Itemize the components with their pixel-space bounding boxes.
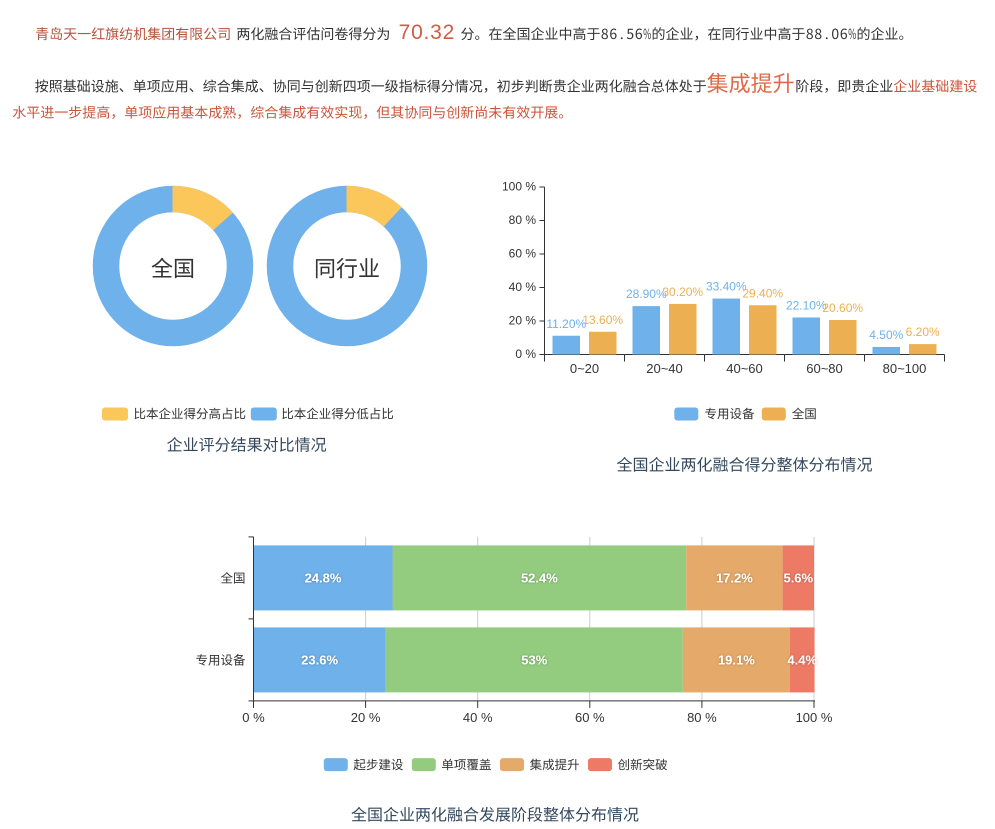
svg-text:80 %: 80 % [687, 710, 717, 725]
svg-text:80~100: 80~100 [883, 361, 927, 376]
svg-text:100 %: 100 % [502, 180, 536, 194]
svg-text:0 %: 0 % [242, 710, 265, 725]
svg-text:11.20%: 11.20% [546, 317, 586, 331]
svg-text:80 %: 80 % [509, 213, 537, 227]
svg-text:5.6%: 5.6% [783, 571, 813, 586]
svg-text:52.4%: 52.4% [521, 571, 558, 586]
svg-text:6.20%: 6.20% [906, 325, 940, 339]
svg-text:30.20%: 30.20% [662, 285, 703, 299]
svg-text:40 %: 40 % [463, 710, 493, 725]
svg-text:100 %: 100 % [796, 710, 833, 725]
svg-text:20 %: 20 % [351, 710, 381, 725]
svg-text:40~60: 40~60 [726, 361, 763, 376]
svg-text:40 %: 40 % [509, 280, 537, 294]
svg-text:23.6%: 23.6% [301, 653, 338, 668]
svg-text:29.40%: 29.40% [742, 286, 783, 300]
svg-text:53%: 53% [521, 653, 547, 668]
svg-text:24.8%: 24.8% [305, 571, 342, 586]
svg-text:4.50%: 4.50% [869, 328, 903, 342]
svg-text:4.4%: 4.4% [787, 653, 817, 668]
svg-text:60 %: 60 % [575, 710, 605, 725]
svg-text:20~40: 20~40 [646, 361, 683, 376]
svg-text:20 %: 20 % [509, 314, 537, 328]
svg-text:33.40%: 33.40% [706, 280, 747, 294]
svg-text:70.32: 70.32 [399, 21, 456, 44]
svg-text:17.2%: 17.2% [716, 571, 753, 586]
svg-text:60~80: 60~80 [806, 361, 843, 376]
svg-text:60 %: 60 % [509, 247, 537, 261]
svg-text:22.10%: 22.10% [786, 299, 827, 313]
svg-text:28.90%: 28.90% [626, 287, 667, 301]
svg-text:19.1%: 19.1% [718, 653, 755, 668]
svg-text:20.60%: 20.60% [822, 301, 863, 315]
svg-text:0 %: 0 % [515, 347, 536, 361]
svg-text:13.60%: 13.60% [582, 313, 623, 327]
svg-text:0~20: 0~20 [570, 361, 599, 376]
